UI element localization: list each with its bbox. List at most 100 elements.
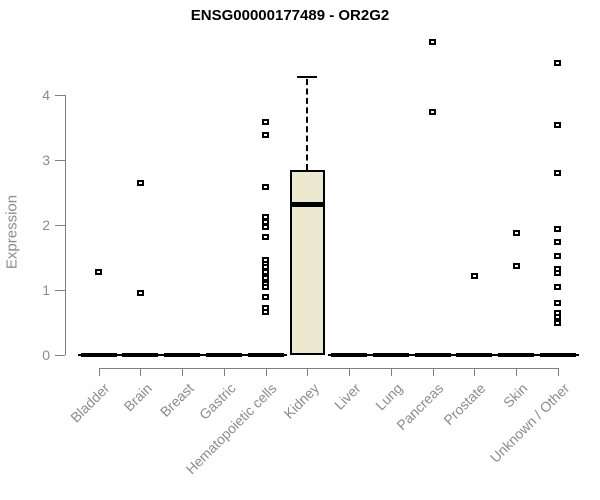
outlier-point [470, 272, 478, 279]
outlier-point [429, 38, 437, 45]
outlier-point [554, 170, 562, 176]
x-tick [390, 368, 392, 376]
x-tick [516, 368, 518, 376]
y-tick [55, 95, 65, 96]
zero-bar [164, 353, 201, 357]
outlier-point [554, 60, 562, 67]
x-tick [98, 368, 100, 376]
outlier-point [262, 309, 270, 316]
x-category-label: Prostate [440, 380, 489, 429]
outlier-point [429, 108, 437, 115]
zero-bar-cap-left [536, 354, 540, 356]
zero-bar-cap-right [492, 354, 496, 356]
outlier-point [554, 270, 562, 277]
outlier-point [512, 229, 520, 236]
outlier-point [554, 320, 562, 327]
box-body [289, 170, 325, 355]
zero-bar-cap-right [408, 354, 412, 356]
zero-bar [80, 353, 117, 357]
zero-bar-cap-left [119, 354, 123, 356]
outlier-point [262, 132, 270, 139]
outlier-point [512, 262, 520, 269]
y-axis-line [65, 95, 66, 355]
chart-title: ENSG00000177489 - OR2G2 [190, 7, 390, 24]
outlier-point [136, 179, 144, 186]
x-tick [307, 368, 309, 376]
zero-bar [331, 353, 368, 357]
zero-bar [247, 353, 284, 357]
x-category-label: Bladder [67, 380, 113, 426]
outlier-point [554, 314, 562, 321]
whisker-cap [297, 75, 318, 78]
zero-bar-cap-right [367, 354, 371, 356]
y-tick-label: 0 [42, 347, 50, 363]
outlier-point [554, 253, 562, 260]
x-tick [223, 368, 225, 376]
y-tick-label: 3 [42, 152, 50, 168]
outlier-point [262, 268, 270, 275]
outlier-point [554, 225, 562, 232]
zero-bar [414, 353, 451, 357]
outlier-point [262, 119, 270, 126]
zero-bar-cap-left [77, 354, 81, 356]
zero-bar-cap-right [283, 354, 287, 356]
x-category-label: Unknown / Other [486, 380, 573, 466]
y-tick [55, 160, 65, 161]
x-tick [474, 368, 476, 376]
zero-bar-cap-left [369, 354, 373, 356]
zero-bar [372, 353, 409, 357]
x-category-label: Liver [330, 380, 364, 413]
whisker [306, 78, 309, 171]
x-category-label: Skin [499, 380, 531, 411]
zero-bar-cap-left [328, 354, 332, 356]
outlier-point [262, 233, 270, 240]
zero-bar [205, 353, 242, 357]
x-category-label: Kidney [280, 380, 322, 422]
x-tick [182, 368, 184, 376]
y-tick [55, 290, 65, 291]
zero-bar-cap-left [453, 354, 457, 356]
zero-bar [498, 353, 535, 357]
zero-bar-cap-right [241, 354, 245, 356]
y-tick [55, 225, 65, 226]
outlier-point [554, 121, 562, 128]
x-axis-line [98, 368, 558, 369]
outlier-point [262, 218, 270, 225]
x-category-label: Breast [156, 380, 197, 420]
y-tick-label: 2 [42, 217, 50, 233]
x-category-label: Brain [120, 380, 155, 415]
zero-bar-cap-right [575, 354, 579, 356]
zero-bar-cap-right [534, 354, 538, 356]
zero-bar [539, 353, 576, 357]
zero-bar-cap-left [495, 354, 499, 356]
outlier-point [262, 275, 270, 282]
zero-bar [122, 353, 159, 357]
zero-bar-cap-right [116, 354, 120, 356]
y-tick-label: 1 [42, 282, 50, 298]
x-tick [349, 368, 351, 376]
median-line [289, 201, 325, 207]
x-tick [265, 368, 267, 376]
zero-bar-cap-left [202, 354, 206, 356]
x-category-label: Lung [371, 380, 406, 414]
outlier-point [554, 300, 562, 306]
outlier-point [554, 238, 562, 245]
outlier-point [262, 283, 270, 290]
outlier-point [262, 294, 270, 301]
x-tick [557, 368, 559, 376]
zero-bar-cap-left [244, 354, 248, 356]
outlier-point [95, 268, 103, 275]
x-tick [432, 368, 434, 376]
zero-bar-cap-left [411, 354, 415, 356]
x-tick [140, 368, 142, 376]
zero-bar-cap-left [161, 354, 165, 356]
zero-bar-cap-right [158, 354, 162, 356]
zero-bar-cap-right [450, 354, 454, 356]
zero-bar-cap-right [200, 354, 204, 356]
y-tick-label: 4 [42, 87, 50, 103]
zero-bar [456, 353, 493, 357]
outlier-point [554, 283, 562, 290]
outlier-point [136, 290, 144, 297]
